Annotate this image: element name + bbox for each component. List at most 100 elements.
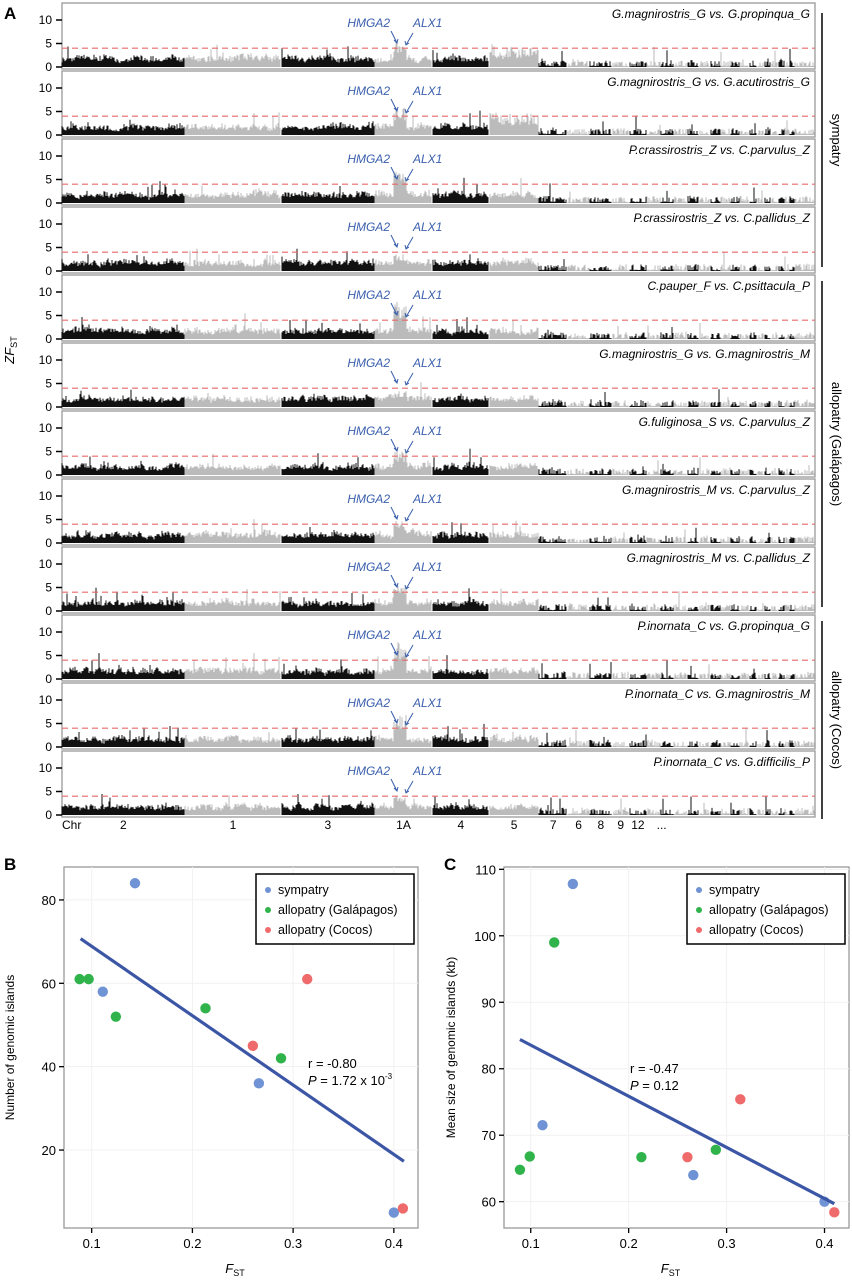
chromosome-bars-minor [764, 673, 771, 679]
chromosome-label: 1 [230, 818, 237, 832]
chromosome-bars-1 [184, 313, 281, 339]
y-axis-label: Number of genomic islands [3, 975, 17, 1120]
alx1-arrow-icon [404, 304, 414, 318]
chromosome-bars-9 [612, 196, 629, 203]
chromosome-bars-6 [567, 129, 590, 135]
chromosome-bars-minor [778, 266, 785, 271]
chromosome-bars-... [646, 739, 661, 747]
y-tick-label: 80 [42, 893, 56, 908]
panel-title: G.magnirostris_G vs. G.magnirostris_M [599, 347, 810, 361]
chromosome-bars-1 [184, 248, 281, 271]
chromosome-bars-7 [538, 51, 567, 67]
chromosome-bars-1 [184, 44, 281, 67]
alx1-arrow-icon [404, 32, 414, 46]
chromosome-bars-minor [749, 536, 757, 543]
chromosome-bars-6 [567, 264, 590, 271]
chromosome-bars-minor [739, 264, 749, 271]
group-label: allopatry (Galápagos) [829, 382, 844, 506]
chromosome-bars-6 [567, 333, 590, 339]
chromosome-bars-1A [374, 586, 432, 611]
p-label: P [308, 1073, 317, 1088]
hmga2-arrow-icon [390, 370, 399, 384]
chromosome-bars-5 [489, 44, 539, 67]
chromosome-bars-8 [589, 392, 612, 407]
chromosome-bars-minor [778, 536, 785, 543]
y-tick-label: 10 [39, 693, 53, 707]
chromosome-bars-2 [61, 46, 185, 67]
chromosome-bars-minor [771, 742, 778, 747]
hmga2-arrow-icon [390, 438, 399, 452]
chromosome-bars-4 [432, 393, 489, 407]
chromosome-bars-1A [374, 521, 432, 543]
chromosome-bars-1A [374, 41, 432, 67]
chromosome-bars-5 [489, 588, 539, 611]
panel-title: P.inornata_C vs. G.magnirostris_M [625, 687, 810, 701]
y-tick-label: 5 [45, 581, 52, 595]
y-axis-label-f: F [2, 347, 17, 356]
chromosome-bars-minor [784, 537, 790, 543]
y-tick-label: 10 [39, 557, 53, 571]
chromosome-bars-... [646, 196, 661, 203]
legend-label: allopatry (Cocos) [709, 923, 803, 937]
chromosome-bars-minor [739, 334, 749, 339]
chromosome-bars-7 [538, 536, 567, 543]
alx1-label: ALX1 [412, 764, 442, 778]
chromosome-bars-minor [794, 263, 815, 271]
scan-panel: 10 5 0 G.magnirostris_G vs. G.magnirostris_… [39, 342, 816, 414]
chromosome-bars-minor [720, 808, 731, 815]
chromosome-bars-minor [794, 604, 815, 611]
chromosome-bars-minor [660, 463, 674, 475]
chromosome-bars-minor [778, 808, 785, 815]
y-tick-label: 5 [45, 377, 52, 391]
panel-frame [61, 750, 816, 818]
chromosome-bars-minor [794, 61, 815, 67]
chromosome-bars-minor [778, 400, 785, 407]
chromosome-bars-1 [184, 795, 281, 815]
chromosome-bars-minor [699, 130, 710, 135]
chromosome-bars-minor [789, 334, 795, 339]
chromosome-bars-minor [699, 535, 710, 543]
chromosome-bars-minor [789, 810, 795, 815]
chromosome-bars-12 [629, 808, 647, 815]
legend-marker [696, 907, 702, 913]
chromosome-bars-9 [612, 741, 629, 747]
y-tick-label: 5 [45, 649, 52, 663]
y-tick-label: 0 [45, 196, 52, 210]
y-tick-label: 60 [482, 1195, 496, 1210]
y-tick-label: 10 [39, 353, 53, 367]
chromosome-bars-8 [589, 736, 612, 747]
x-tick-label: 0.3 [284, 1236, 302, 1251]
hmga2-arrow-icon [390, 574, 399, 588]
x-tick-label: 0.1 [83, 1236, 101, 1251]
chromosome-bars-12 [629, 400, 647, 407]
chromosome-bars-minor [710, 128, 721, 135]
chromosome-bars-minor [794, 465, 815, 475]
chromosome-bars-minor [757, 809, 764, 815]
chromosome-bars-minor [789, 536, 795, 543]
chromosome-bars-minor [778, 197, 785, 203]
hmga2-label: HMGA2 [347, 696, 390, 710]
chromosome-bars-2 [61, 456, 185, 475]
data-point-allopatry-gal-pagos- [710, 1144, 722, 1156]
chromosome-bars-minor [710, 333, 721, 339]
chromosome-bars-minor [687, 467, 699, 475]
hmga2-arrow-icon [390, 30, 399, 44]
hmga2-label: HMGA2 [347, 492, 390, 506]
chromosome-bars-minor [771, 197, 778, 203]
chromosome-bars-minor [778, 605, 785, 611]
chromosome-bars-7 [538, 399, 567, 407]
legend-marker [696, 887, 702, 893]
chromosome-bars-4 [432, 723, 489, 747]
chromosome-bars-minor [673, 264, 687, 271]
data-point-allopatry-gal-pagos- [549, 937, 560, 948]
chromosome-bars-12 [629, 61, 647, 67]
chromosome-bars-minor [673, 469, 687, 475]
chromosome-bars-minor [771, 606, 778, 611]
alx1-label: ALX1 [412, 560, 442, 574]
data-point-allopatry-cocos- [397, 1203, 409, 1214]
chromosome-label: 8 [598, 818, 605, 832]
chromosome-bars-12 [629, 673, 647, 679]
scan-panel: 10 5 0 P.crassirostris_Z vs. C.parvulus_Z HM… [39, 138, 816, 210]
p-value-text: = 0.12 [639, 1078, 679, 1093]
y-tick-label: 0 [45, 672, 52, 686]
